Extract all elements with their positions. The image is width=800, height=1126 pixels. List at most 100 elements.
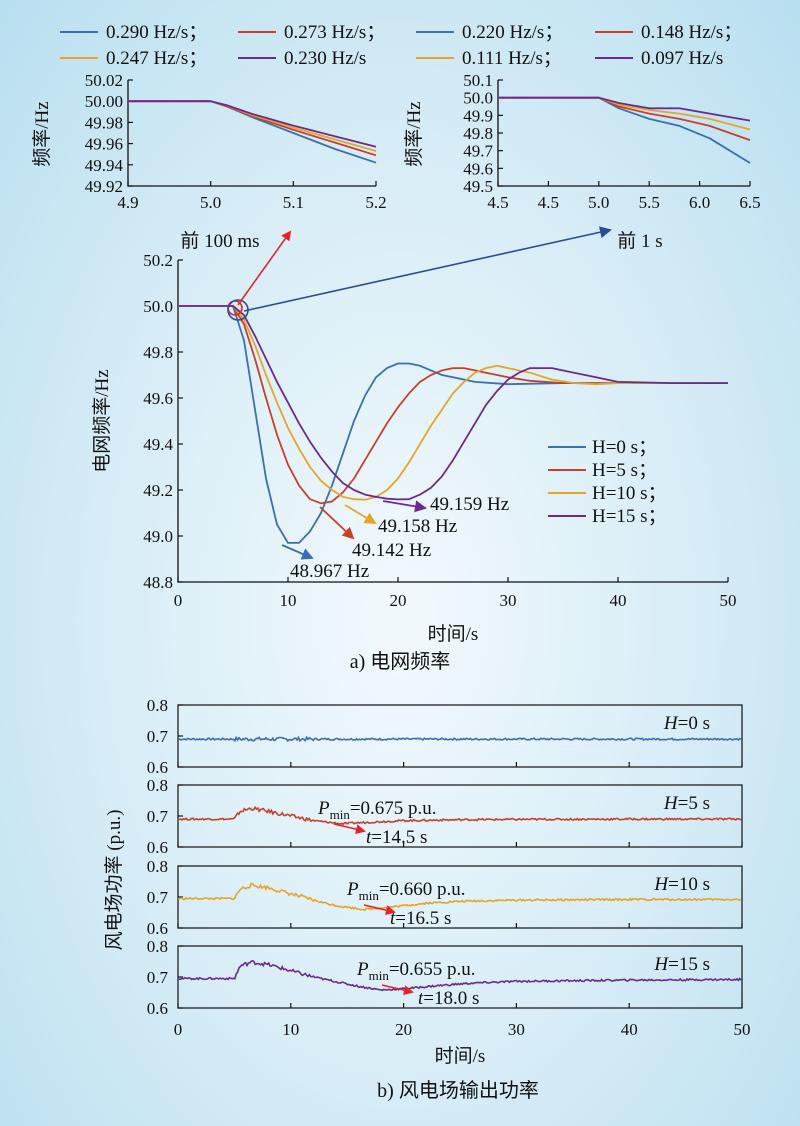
t-var: t — [390, 908, 396, 929]
x-tick-label: 30 — [508, 1020, 525, 1039]
x-tick-label: 0 — [174, 1020, 183, 1039]
y-tick-label: 0.8 — [147, 776, 168, 795]
legend-label: 0.247 Hz/s； — [106, 48, 207, 69]
legend-label: 0.148 Hz/s； — [641, 22, 742, 43]
x-tick-label: 4.5 — [538, 193, 559, 212]
series-line-3 — [498, 96, 751, 122]
y-tick-label: 0.7 — [147, 888, 169, 907]
nadir-arrow-h10 — [344, 504, 377, 525]
y-tick-label: 50.0 — [143, 297, 173, 316]
p-sub: min — [369, 968, 390, 983]
legend-label: 0.097 Hz/s — [641, 48, 723, 69]
h-var: H — [653, 954, 669, 975]
grid-frequency-chart: 50.2 50.0 49.8 49.6 49.4 49.2 49.0 48.80 10 20 30 4… — [91, 251, 737, 645]
x-tick-label: 50 — [734, 1020, 751, 1039]
power-h-label: H=10 s — [653, 874, 710, 895]
h-var: H — [653, 874, 669, 895]
y-tick-label: 49.94 — [85, 156, 124, 175]
y-tick-label: 0.6 — [147, 999, 168, 1018]
zoom-arrow-red — [237, 230, 292, 306]
pmin-value: =0.675 p.u. — [350, 798, 437, 819]
tmin-label: t=16.5 s — [390, 908, 451, 929]
y-tick-label: 0.7 — [147, 807, 169, 826]
y-tick-label: 49.8 — [143, 343, 173, 362]
axis-frame — [127, 80, 376, 187]
y-tick-label: 49.2 — [143, 481, 173, 500]
series-line-3 — [128, 100, 377, 148]
tmin-value: =14.5 s — [371, 827, 427, 848]
inset-100ms: 50.02 50.00 49.98 49.96 49.94 49.924.9 5.0 5.1 5… — [31, 71, 387, 252]
pmin-label: Pmin=0.675 p.u. — [317, 798, 437, 822]
t-var: t — [418, 988, 424, 1009]
series-line-0 — [128, 100, 377, 164]
y-tick-label: 49.5 — [463, 177, 493, 196]
power-panel-frame — [177, 704, 743, 768]
y-tick-label: 49.7 — [463, 142, 493, 161]
y-tick-label: 49.6 — [463, 159, 493, 178]
power-h-label: H=5 s — [663, 793, 710, 814]
main-xlabel: 时间/s — [428, 623, 479, 645]
power-series-1 — [177, 805, 742, 826]
x-tick-label: 5.0 — [588, 193, 609, 212]
series-line-1 — [128, 100, 377, 157]
inset2-ylabel: 频率/Hz — [403, 101, 425, 166]
x-tick-label: 50 — [720, 591, 737, 610]
power-xlabel: 时间/s — [435, 1045, 486, 1067]
x-tick-label: 20 — [390, 591, 407, 610]
x-tick-label: 10 — [280, 591, 297, 610]
caption-a: a) 电网频率 — [350, 650, 451, 673]
main-legend-label: H=15 s； — [592, 506, 667, 527]
series-line-3 — [178, 305, 728, 501]
y-tick-label: 49.6 — [143, 389, 173, 408]
inset1-ylabel: 频率/Hz — [31, 101, 53, 166]
nadir-arrow-h0 — [281, 544, 314, 560]
x-tick-label: 4.5 — [487, 193, 508, 212]
y-tick-label: 49.92 — [85, 177, 123, 196]
y-tick-label: 0.8 — [147, 937, 168, 956]
y-tick-label: 49.96 — [85, 135, 123, 154]
nadir-label-h5: 49.142 Hz — [352, 540, 431, 561]
p-var: P — [346, 879, 359, 900]
main-ylabel: 电网频率/Hz — [91, 369, 113, 472]
y-tick-label: 49.0 — [143, 527, 173, 546]
x-tick-label: 40 — [610, 591, 627, 610]
legend-label: 0.220 Hz/s； — [462, 22, 563, 43]
pmin-label: Pmin=0.655 p.u. — [356, 959, 476, 983]
legend-label: 0.290 Hz/s； — [106, 22, 207, 43]
y-tick-label: 50.02 — [85, 71, 123, 90]
y-tick-label: 50.2 — [143, 251, 173, 270]
x-tick-label: 6.5 — [739, 193, 760, 212]
series-line-0 — [178, 305, 728, 544]
main-legend-label: H=5 s； — [592, 460, 657, 481]
inset1-caption: 前 100 ms — [180, 230, 259, 252]
tmin-label: t=14.5 s — [366, 827, 427, 848]
power-series-0 — [177, 735, 742, 743]
power-h-label: H=15 s — [653, 954, 710, 975]
nadir-label-h0: 48.967 Hz — [290, 561, 369, 582]
pmin-value: =0.655 p.u. — [389, 959, 476, 980]
x-tick-label: 0 — [174, 591, 183, 610]
x-tick-label: 5.5 — [639, 193, 660, 212]
p-var: P — [317, 798, 330, 819]
nadir-label-h15: 49.159 Hz — [430, 494, 509, 515]
y-tick-label: 49.9 — [463, 106, 493, 125]
x-tick-label: 20 — [395, 1020, 412, 1039]
h-value: =0 s — [678, 713, 710, 734]
nadir-arrow-h15 — [382, 500, 427, 513]
tmin-value: =16.5 s — [395, 908, 451, 929]
inset-1s: 50.150.049.949.849.749.649.54.5 4.5 5.0 5.5… — [403, 71, 761, 252]
p-sub: min — [330, 807, 351, 822]
main-legend-label: H=10 s； — [592, 483, 667, 504]
inset2-caption: 前 1 s — [617, 230, 662, 252]
power-panel-frame — [177, 784, 743, 848]
legend-label: 0.273 Hz/s； — [284, 22, 385, 43]
pmin-label: Pmin=0.660 p.u. — [346, 879, 466, 903]
x-tick-label: 10 — [282, 1020, 299, 1039]
legend-label: 0.230 Hz/s — [284, 48, 366, 69]
tmin-label: t=18.0 s — [418, 988, 479, 1009]
y-tick-label: 49.4 — [143, 435, 173, 454]
caption-b: b) 风电场输出功率 — [377, 1079, 539, 1102]
y-tick-label: 0.8 — [147, 857, 168, 876]
power-h-label: H=0 s — [663, 713, 710, 734]
